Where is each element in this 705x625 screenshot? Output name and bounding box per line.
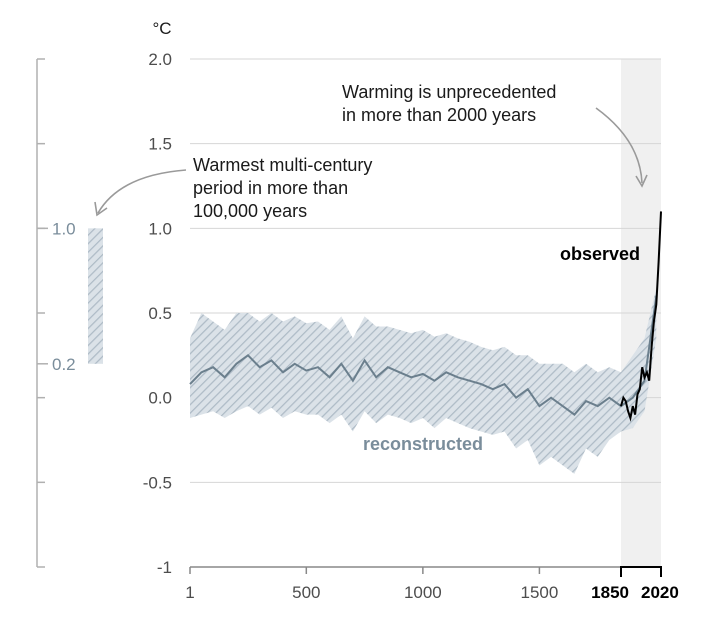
y-tick-label: -0.5 bbox=[143, 473, 172, 492]
annotation-warmest-line3: 100,000 years bbox=[193, 201, 307, 221]
annotation-unprecedented-arrowhead bbox=[635, 174, 648, 188]
annotation-warmest-line2: period in more than bbox=[193, 178, 348, 198]
annotation-unprecedented-line1: Warming is unprecedented bbox=[342, 82, 556, 102]
reconstructed-series-line bbox=[189, 295, 658, 416]
gridlines bbox=[190, 58, 661, 483]
x-tick-label: 500 bbox=[292, 583, 320, 602]
y-tick-label: -1 bbox=[157, 558, 172, 577]
annotation-warmest-arrowhead bbox=[94, 201, 108, 217]
y-tick-labels: 2.0 1.5 1.0 0.5 0.0 -0.5 -1 bbox=[143, 50, 172, 577]
x-tick-label: 1 bbox=[185, 583, 194, 602]
y-tick-label: 0.0 bbox=[148, 389, 172, 408]
y-tick-label: 0.5 bbox=[148, 304, 172, 323]
y-tick-label: 1.5 bbox=[148, 135, 172, 154]
unit-label: °C bbox=[152, 19, 171, 38]
annotation-warmest-arrow bbox=[97, 169, 187, 214]
observed-series-line bbox=[620, 211, 662, 422]
y-tick-label: 2.0 bbox=[148, 50, 172, 69]
warmest-period-bar bbox=[88, 228, 103, 364]
reconstructed-label: reconstructed bbox=[363, 434, 483, 454]
annotation-unprecedented-arrow bbox=[595, 107, 643, 184]
x-ticks: 1 500 1000 1500 1850 2020 bbox=[185, 567, 679, 602]
side-scale-label: 0.2 bbox=[52, 355, 76, 374]
observed-period-bracket bbox=[620, 566, 662, 577]
reconstructed-uncertainty-band bbox=[190, 287, 657, 474]
annotation-warmest-line1: Warmest multi-century bbox=[193, 155, 372, 175]
annotation-unprecedented-line2: in more than 2000 years bbox=[342, 105, 536, 125]
side-scale: 1.0 0.2 bbox=[36, 58, 103, 568]
x-tick-label: 2020 bbox=[641, 583, 679, 602]
x-tick-label: 1500 bbox=[521, 583, 559, 602]
x-tick-label: 1000 bbox=[404, 583, 442, 602]
side-scale-label: 1.0 bbox=[52, 219, 76, 238]
y-tick-label: 1.0 bbox=[148, 219, 172, 238]
observed-label: observed bbox=[560, 244, 640, 264]
x-tick-label: 1850 bbox=[591, 583, 629, 602]
